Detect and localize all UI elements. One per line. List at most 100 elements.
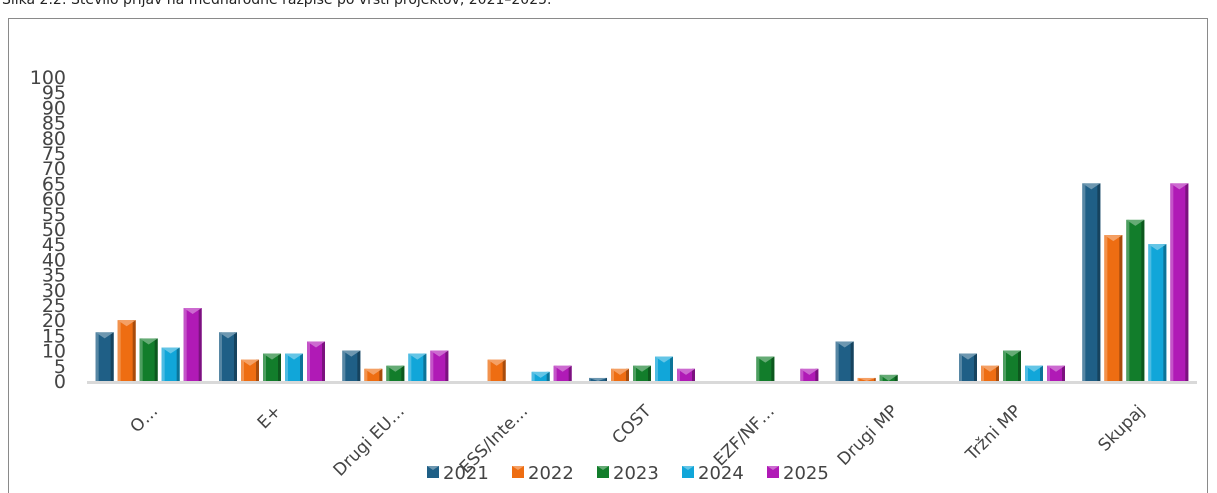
bar-top-bevel bbox=[756, 356, 775, 363]
bar-face bbox=[633, 365, 651, 381]
bar-face bbox=[981, 365, 999, 381]
y-tick-label: 20 bbox=[42, 310, 66, 332]
bar-edge-dark bbox=[154, 338, 158, 381]
y-tick-label: 40 bbox=[42, 249, 66, 271]
bar-edge-light bbox=[386, 365, 390, 381]
bar-edge-dark bbox=[568, 365, 572, 381]
bar-edge-light bbox=[879, 374, 883, 381]
legend-label: 2023 bbox=[613, 463, 659, 484]
bar-2024-7 bbox=[1025, 365, 1043, 381]
legend-label: 2021 bbox=[443, 463, 489, 484]
bar-edge-dark bbox=[1062, 365, 1065, 381]
bar-2023-6 bbox=[879, 374, 898, 381]
bar-edge-light bbox=[589, 377, 591, 381]
bar-top-bevel bbox=[386, 365, 405, 372]
legend-swatch bbox=[682, 466, 694, 478]
legend-swatch bbox=[597, 466, 609, 478]
legend-swatch-bevel bbox=[682, 466, 694, 470]
bar-2025-3 bbox=[553, 365, 572, 381]
bar-2023-1 bbox=[263, 353, 281, 381]
bar-2023-8 bbox=[1126, 219, 1145, 381]
bar-edge-dark bbox=[1097, 183, 1101, 381]
bar-edge-dark bbox=[256, 359, 259, 381]
bar-face bbox=[1104, 235, 1123, 381]
y-tick-label: 50 bbox=[42, 219, 66, 241]
bar-2024-1 bbox=[285, 353, 303, 381]
legend-swatch bbox=[427, 466, 439, 478]
bar-edge-light bbox=[633, 365, 636, 381]
chart-frame bbox=[8, 18, 1208, 493]
bar-edge-light bbox=[487, 359, 491, 381]
y-tick-label: 75 bbox=[42, 143, 66, 165]
y-tick-label: 95 bbox=[42, 82, 66, 104]
bar-top-bevel bbox=[553, 365, 572, 372]
y-tick-label: 65 bbox=[42, 173, 66, 195]
bar-face bbox=[95, 332, 114, 381]
bar-top-bevel bbox=[95, 332, 114, 339]
bar-edge-light bbox=[959, 353, 962, 381]
bar-edge-dark bbox=[874, 377, 876, 381]
bar-face bbox=[1126, 219, 1145, 381]
bar-2022-4 bbox=[611, 368, 629, 381]
bar-top-bevel bbox=[835, 341, 854, 348]
legend-swatch-bevel bbox=[427, 466, 439, 470]
bar-2024-0 bbox=[161, 347, 180, 381]
bar-edge-light bbox=[835, 341, 839, 381]
bar-face bbox=[800, 368, 819, 381]
bar-edge-dark bbox=[974, 353, 977, 381]
bar-edge-dark bbox=[198, 308, 202, 381]
y-tick-label: 5 bbox=[54, 356, 66, 378]
bar-top-bevel bbox=[531, 371, 550, 378]
legend-label: 2022 bbox=[528, 463, 574, 484]
bar-edge-light bbox=[1025, 365, 1028, 381]
bar-face bbox=[1082, 183, 1101, 381]
legend-swatch-bevel bbox=[512, 466, 524, 470]
baseline bbox=[87, 381, 1197, 384]
y-tick-label: 30 bbox=[42, 280, 66, 302]
bar-2024-3 bbox=[531, 371, 550, 381]
bar-edge-light bbox=[800, 368, 804, 381]
bar-edge-light bbox=[1148, 244, 1152, 381]
bar-top-bevel bbox=[677, 368, 695, 375]
bar-edge-dark bbox=[850, 341, 854, 381]
bar-face bbox=[487, 359, 506, 381]
bar-edge-light bbox=[531, 371, 535, 381]
bar-edge-dark bbox=[379, 368, 383, 381]
bar-face bbox=[1003, 350, 1021, 381]
bar-2025-4 bbox=[677, 368, 695, 381]
bar-top-bevel bbox=[1148, 244, 1167, 251]
bar-top-bevel bbox=[1082, 183, 1101, 190]
bar-2025-1 bbox=[307, 341, 325, 381]
bar-edge-dark bbox=[996, 365, 999, 381]
bar-top-bevel bbox=[1003, 350, 1021, 357]
legend-item-2022: 2022 bbox=[512, 463, 574, 484]
bar-face bbox=[183, 308, 202, 381]
bar-edge-light bbox=[219, 332, 222, 381]
bar-edge-dark bbox=[1185, 183, 1189, 381]
bar-edge-dark bbox=[401, 365, 405, 381]
y-tick-label: 25 bbox=[42, 295, 66, 317]
bar-2024-2 bbox=[408, 353, 427, 381]
legend-item-2021: 2021 bbox=[427, 463, 489, 484]
bar-face bbox=[655, 356, 673, 381]
bar-2022-1 bbox=[241, 359, 259, 381]
bar-edge-dark bbox=[423, 353, 427, 381]
bar-face bbox=[386, 365, 405, 381]
bar-edge-light bbox=[183, 308, 187, 381]
category-label: Drugi MP bbox=[834, 401, 902, 469]
bar-edge-dark bbox=[278, 353, 281, 381]
bar-edge-dark bbox=[1119, 235, 1123, 381]
bar-face bbox=[756, 356, 775, 381]
bar-top-bevel bbox=[285, 353, 303, 360]
bar-edge-dark bbox=[1141, 219, 1145, 381]
bar-top-bevel bbox=[263, 353, 281, 360]
bar-face bbox=[285, 353, 303, 381]
bar-edge-light bbox=[553, 365, 557, 381]
y-tick-label: 10 bbox=[42, 341, 66, 363]
category-label: O… bbox=[127, 401, 163, 437]
bar-2022-6 bbox=[857, 377, 876, 381]
category-label: Tržni MP bbox=[961, 401, 1025, 465]
bar-top-bevel bbox=[857, 377, 876, 381]
category-label: E+ bbox=[254, 401, 286, 433]
figure-caption: Slika 2.2: Število prijav na mednarodne … bbox=[2, 0, 552, 8]
